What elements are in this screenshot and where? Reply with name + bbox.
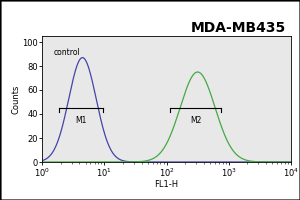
Text: M1: M1 — [76, 116, 87, 125]
X-axis label: FL1-H: FL1-H — [154, 180, 178, 189]
Text: control: control — [53, 48, 80, 57]
Text: M2: M2 — [190, 116, 201, 125]
Y-axis label: Counts: Counts — [12, 84, 21, 114]
Text: MDA-MB435: MDA-MB435 — [191, 21, 286, 35]
